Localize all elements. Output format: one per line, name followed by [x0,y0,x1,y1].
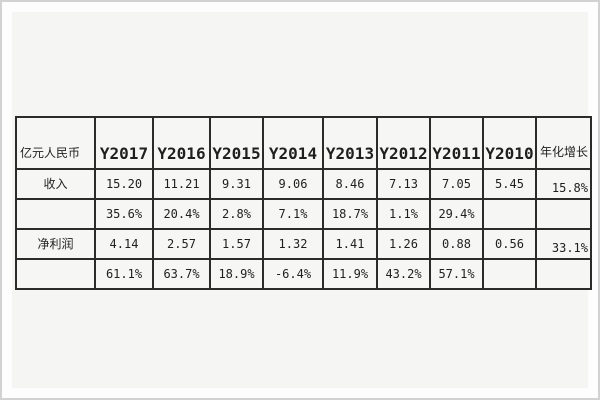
net-profit-growth-value: 18.9% [209,258,264,290]
revenue-value: 15.20 [94,168,154,200]
document-canvas: 亿元人民币 Y2017 Y2016 Y2015 Y2014 Y2013 Y201… [12,12,592,388]
revenue-growth-value: 7.1% [262,198,324,230]
net-profit-value: 0.56 [482,228,537,260]
financial-table: 亿元人民币 Y2017 Y2016 Y2015 Y2014 Y2013 Y201… [15,116,592,290]
net-profit-annualized-growth: 33.1% [535,228,592,260]
net-profit-value: 2.57 [152,228,211,260]
row-label-revenue: 收入 [15,168,96,200]
net-profit-row: 净利润 4.14 2.57 1.57 1.32 1.41 1.26 0.88 0… [15,228,592,260]
header-year-2015: Y2015 [209,116,264,170]
revenue-value: 7.13 [376,168,431,200]
table-header-row: 亿元人民币 Y2017 Y2016 Y2015 Y2014 Y2013 Y201… [15,116,592,170]
revenue-row: 收入 15.20 11.21 9.31 9.06 8.46 7.13 7.05 … [15,168,592,200]
revenue-growth-value: 1.1% [376,198,431,230]
revenue-value: 5.45 [482,168,537,200]
net-profit-value: 1.26 [376,228,431,260]
header-year-2013: Y2013 [322,116,378,170]
net-profit-growth-value: 61.1% [94,258,154,290]
empty-cell [535,258,592,290]
revenue-growth-value [482,198,537,230]
net-profit-growth-value: 11.9% [322,258,378,290]
net-profit-growth-row: 61.1% 63.7% 18.9% -6.4% 11.9% 43.2% 57.1… [15,258,592,290]
revenue-growth-value: 29.4% [429,198,484,230]
revenue-value: 8.46 [322,168,378,200]
revenue-value: 9.06 [262,168,324,200]
row-label-net-profit: 净利润 [15,228,96,260]
net-profit-value: 1.32 [262,228,324,260]
revenue-value: 11.21 [152,168,211,200]
revenue-growth-row: 35.6% 20.4% 2.8% 7.1% 18.7% 1.1% 29.4% [15,198,592,230]
net-profit-value: 0.88 [429,228,484,260]
header-year-2017: Y2017 [94,116,154,170]
net-profit-value: 1.57 [209,228,264,260]
revenue-annualized-growth: 15.8% [535,168,592,200]
header-year-2012: Y2012 [376,116,431,170]
net-profit-growth-value [482,258,537,290]
net-profit-value: 4.14 [94,228,154,260]
row-label-empty [15,258,96,290]
empty-cell [535,198,592,230]
net-profit-growth-value: 63.7% [152,258,211,290]
row-label-empty [15,198,96,230]
header-year-2016: Y2016 [152,116,211,170]
net-profit-growth-value: 43.2% [376,258,431,290]
revenue-growth-value: 18.7% [322,198,378,230]
revenue-growth-value: 2.8% [209,198,264,230]
header-year-2011: Y2011 [429,116,484,170]
header-annualized-growth: 年化增长 [535,116,592,170]
revenue-value: 7.05 [429,168,484,200]
revenue-growth-value: 35.6% [94,198,154,230]
net-profit-growth-value: -6.4% [262,258,324,290]
net-profit-value: 1.41 [322,228,378,260]
header-unit-label: 亿元人民币 [15,116,96,170]
revenue-value: 9.31 [209,168,264,200]
header-year-2010: Y2010 [482,116,537,170]
header-year-2014: Y2014 [262,116,324,170]
revenue-growth-value: 20.4% [152,198,211,230]
net-profit-growth-value: 57.1% [429,258,484,290]
